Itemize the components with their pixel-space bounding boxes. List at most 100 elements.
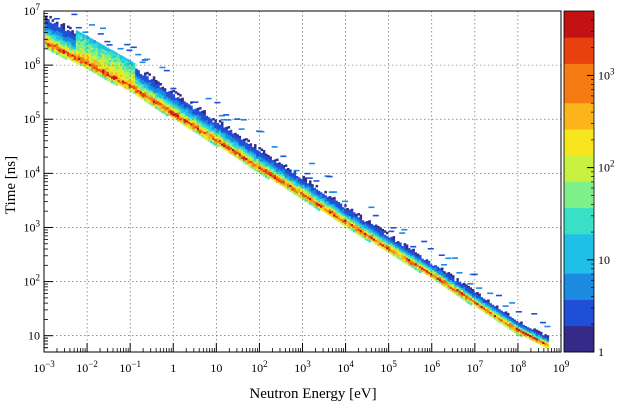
heatmap-cell xyxy=(480,308,484,311)
heatmap-cell xyxy=(168,113,171,116)
heatmap-cell xyxy=(456,278,459,281)
heatmap-cell xyxy=(177,119,180,122)
heatmap-cell xyxy=(124,77,127,80)
heatmap-cell xyxy=(289,184,292,188)
heatmap-cell xyxy=(419,266,422,269)
heatmap-cell xyxy=(104,77,107,80)
heatmap-cell xyxy=(381,246,385,249)
heatmap-cell xyxy=(108,68,112,72)
heatmap-cell xyxy=(383,230,387,233)
heatmap-cell xyxy=(95,41,99,44)
heatmap-cell xyxy=(324,206,327,209)
heatmap-cell xyxy=(214,132,217,136)
heatmap-cell xyxy=(454,292,457,295)
heatmap-cell xyxy=(357,230,360,234)
heatmap-cell xyxy=(216,145,220,148)
heatmap-cell xyxy=(504,315,508,319)
heatmap-cell xyxy=(216,138,220,141)
heatmap-cell xyxy=(507,312,510,316)
heatmap-cell xyxy=(485,311,488,314)
heatmap-cell xyxy=(236,156,239,159)
heatmap-cell xyxy=(100,43,103,47)
heatmap-cell xyxy=(152,80,156,84)
heatmap-cell xyxy=(216,142,220,146)
heatmap-cell xyxy=(366,227,369,231)
heatmap-cell xyxy=(89,50,92,54)
heatmap-cell xyxy=(73,53,77,56)
heatmap-cell xyxy=(416,255,420,259)
heatmap-cell xyxy=(339,212,343,215)
heatmap-cell xyxy=(423,271,426,274)
heatmap-cell xyxy=(232,153,235,156)
heatmap-cell xyxy=(192,118,195,121)
heatmap-cell xyxy=(467,299,470,302)
heatmap-cell xyxy=(126,78,129,82)
heatmap-cell xyxy=(210,136,213,139)
heatmap-cell xyxy=(152,91,156,95)
heatmap-cell xyxy=(60,28,63,31)
heatmap-cell xyxy=(377,226,380,229)
heatmap-cell xyxy=(139,87,143,90)
heatmap-cell xyxy=(247,148,250,151)
heatmap-cell xyxy=(108,57,112,61)
heatmap-cell xyxy=(225,133,228,136)
heatmap-cell xyxy=(163,110,167,113)
heatmap-cell xyxy=(449,278,453,281)
heatmap-cell xyxy=(342,207,345,210)
heatmap-cell xyxy=(315,193,319,197)
heatmap-cell xyxy=(359,232,363,235)
heatmap-cell xyxy=(64,37,68,40)
heatmap-cell xyxy=(205,115,209,119)
heatmap-cell xyxy=(265,173,268,176)
heatmap-cell xyxy=(53,40,57,43)
heatmap-cell xyxy=(201,130,204,133)
heatmap-cell xyxy=(282,169,286,172)
heatmap-cell xyxy=(441,269,444,273)
heatmap-cell xyxy=(254,161,257,165)
heatmap-cell xyxy=(315,200,319,203)
heatmap-cell xyxy=(141,77,145,81)
heatmap-cell xyxy=(190,107,193,111)
heatmap-cell xyxy=(163,103,167,107)
heatmap-cell xyxy=(480,306,484,309)
heatmap-cell xyxy=(58,53,61,57)
heatmap-cell xyxy=(47,38,50,42)
heatmap-cell xyxy=(447,272,451,275)
heatmap-cell xyxy=(331,197,334,201)
heatmap-cell xyxy=(390,227,397,229)
heatmap-cell xyxy=(177,116,180,120)
heatmap-cell xyxy=(469,300,473,304)
x-tick-label-exponent: 2 xyxy=(263,359,268,369)
heatmap-cell xyxy=(416,258,420,261)
heatmap-cell xyxy=(370,228,374,231)
heatmap-cell xyxy=(260,159,264,162)
heatmap-cell xyxy=(163,90,167,93)
heatmap-cell xyxy=(124,81,127,85)
heatmap-cell xyxy=(515,323,519,326)
heatmap-cell xyxy=(240,143,244,147)
heatmap-cell xyxy=(236,147,239,150)
heatmap-cell xyxy=(100,61,103,64)
heatmap-cell xyxy=(403,258,407,261)
heatmap-cell xyxy=(205,120,209,123)
heatmap-cell xyxy=(196,132,200,135)
heatmap-cell xyxy=(460,294,464,297)
heatmap-cell xyxy=(265,155,268,159)
heatmap-cell xyxy=(291,179,294,183)
heatmap-cell xyxy=(331,210,334,214)
heatmap-cell xyxy=(313,192,316,195)
heatmap-cell xyxy=(82,34,85,37)
heatmap-cell xyxy=(511,320,514,323)
heatmap-cell xyxy=(179,94,182,97)
heatmap-cell xyxy=(478,295,481,299)
heatmap-cell xyxy=(45,28,48,32)
heatmap-cell xyxy=(139,89,143,92)
heatmap-cell xyxy=(524,328,528,331)
heatmap-cell xyxy=(350,208,354,212)
heatmap-cell xyxy=(348,216,352,219)
heatmap-cell xyxy=(507,317,510,320)
heatmap-cell xyxy=(300,185,303,188)
heatmap-cell xyxy=(80,43,83,47)
heatmap-cell xyxy=(166,98,169,101)
x-tick-label: 107 xyxy=(467,359,484,375)
